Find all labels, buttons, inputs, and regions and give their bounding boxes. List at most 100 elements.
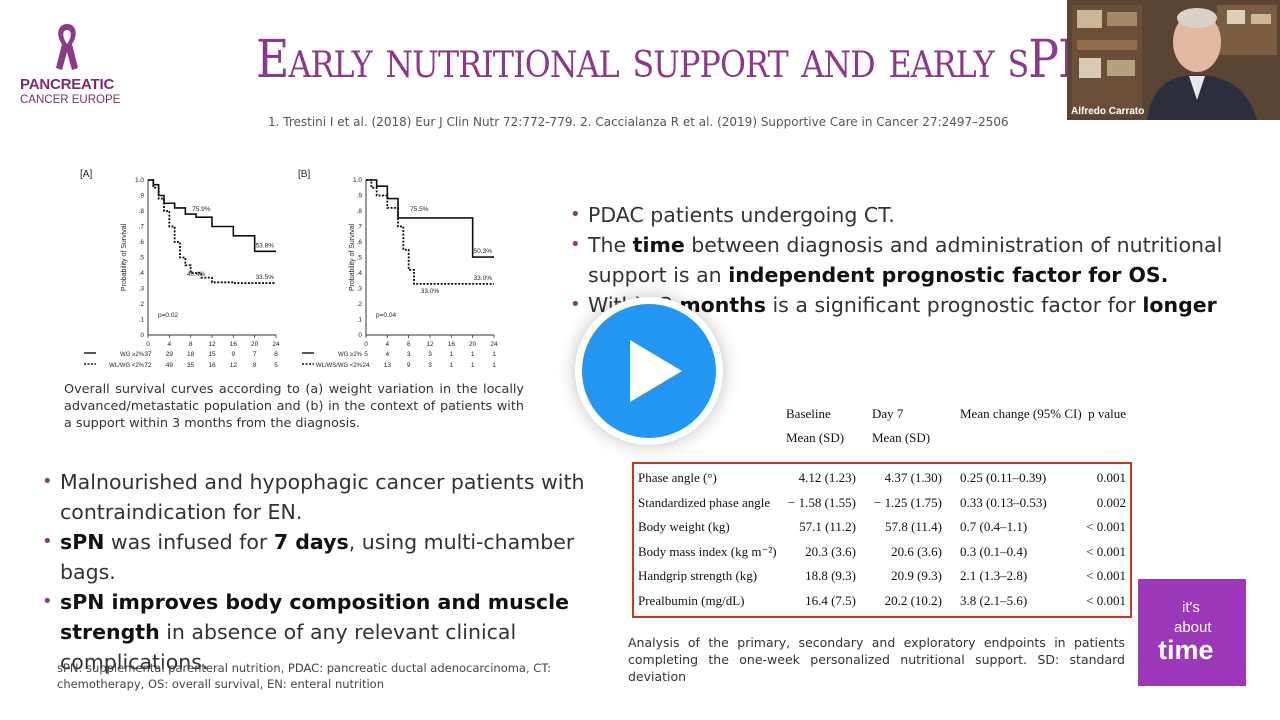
x-tick-label: 4	[168, 341, 172, 348]
curve-end-label: 33.0%	[474, 275, 493, 282]
table-cell: Body weight (kg)	[638, 519, 730, 534]
x-tick-label: 20	[251, 341, 259, 348]
risk-count: 1	[450, 351, 454, 358]
curve-end-label: 50.3%	[474, 248, 493, 255]
risk-count: 5	[364, 351, 368, 358]
survival-curve-dotted	[366, 179, 494, 285]
risk-count: 3	[428, 362, 432, 369]
x-tick-label: 20	[469, 341, 477, 348]
table-cell: < 0.001	[1086, 519, 1126, 534]
survival-curve-solid	[148, 179, 276, 253]
survival-chart-a: [A] 1.0 .9 .8 .7 .6 .5 .4 .3 .2 .1 00 4 8 12 16 20 24 Prob…	[80, 169, 280, 369]
y-tick-label: 0	[358, 332, 362, 339]
table-header: Day 7	[872, 406, 904, 421]
survival-curve-dotted	[148, 179, 276, 284]
table-cell: 57.1 (11.2)	[799, 519, 856, 534]
table-cell: 4.12 (1.23)	[798, 470, 856, 485]
table-cell: Phase angle (°)	[638, 470, 717, 485]
y-tick-label: .7	[139, 224, 145, 231]
risk-count: 3	[428, 351, 432, 358]
risk-count: 29	[166, 351, 174, 358]
table-cell: − 1.25 (1.75)	[874, 494, 942, 510]
table-cell: 3.8 (2.1–5.6)	[960, 592, 1028, 608]
risk-count: 1	[471, 351, 475, 358]
table-cell: 0.002	[1096, 494, 1126, 510]
table-cell: < 0.001	[1086, 592, 1126, 608]
y-tick-label: .6	[139, 239, 145, 246]
logo-text-line1: PANCREATIC	[20, 76, 115, 93]
table-cell: Body mass index (kg m⁻²)	[638, 543, 777, 559]
y-tick-label: .7	[357, 224, 363, 231]
table-cell: 20.6 (3.6)	[891, 543, 942, 559]
endpoints-table: Baseline Mean (SD) Day 7 Mean (SD) Mean chan…	[632, 400, 1132, 618]
y-tick-label: 1.0	[135, 177, 144, 184]
x-tick-label: 12	[426, 341, 434, 348]
y-tick-label: .9	[357, 193, 363, 200]
webcam-video	[1067, 0, 1280, 120]
y-axis-label: Probability of Survival	[121, 223, 128, 291]
table-header: Mean change (95% CI)	[960, 406, 1082, 421]
risk-count: 24	[362, 362, 370, 369]
risk-count: 16	[208, 362, 216, 369]
table-cell: 18.8 (9.3)	[805, 568, 856, 583]
curve-mid-label: 75.9%	[192, 206, 211, 213]
risk-count: 1	[471, 362, 475, 369]
table-cell: 57.8 (11.4)	[885, 519, 942, 534]
p-value-label: p=0.02	[158, 312, 178, 319]
badge-line1: it's	[1182, 599, 1200, 616]
x-tick-label: 12	[208, 341, 216, 348]
play-icon	[630, 340, 682, 402]
right-bullet: PDAC patients undergoing CT.	[570, 200, 1250, 230]
table-cell: Standardized phase angle	[638, 494, 771, 510]
risk-count: 1	[492, 351, 496, 358]
risk-count: 49	[166, 362, 174, 369]
play-button[interactable]	[575, 297, 723, 445]
y-tick-label: .3	[139, 286, 145, 293]
figure-caption: Overall survival curves according to (a)…	[64, 382, 524, 431]
risk-count: 4	[386, 351, 390, 358]
y-tick-label: .3	[357, 286, 363, 293]
risk-count: 3	[407, 351, 411, 358]
x-tick-label: 8	[189, 341, 193, 348]
x-tick-label: 24	[272, 341, 280, 348]
risk-count: 12	[230, 362, 238, 369]
x-tick-label: 0	[364, 341, 368, 348]
risk-count: 13	[384, 362, 392, 369]
table-cell: 4.37 (1.30)	[884, 470, 942, 485]
x-tick-label: 16	[230, 341, 238, 348]
curve-mid-label: 40.4%	[187, 271, 206, 278]
abbreviations-footnote: sPN: supplemental parenteral nutrition, …	[57, 661, 551, 691]
p-value-label: p=0.04	[376, 312, 396, 319]
table-cell: 20.9 (9.3)	[891, 568, 942, 583]
y-tick-label: 0	[140, 332, 144, 339]
risk-count: 1	[450, 362, 454, 369]
table-header-sub: Mean (SD)	[786, 430, 845, 445]
risk-row-label: WL/WG <2%	[109, 363, 145, 369]
y-tick-label: .5	[139, 255, 145, 262]
survival-chart-b: [B] 1.0 .9 .8 .7 .6 .5 .4 .3 .2 .1 00 4 8 12 16 20 24 Prob…	[298, 169, 498, 369]
table-header: p value	[1088, 406, 1126, 421]
table-highlight-box	[632, 462, 1132, 618]
table-cell: 20.2 (10.2)	[884, 592, 942, 608]
table-cell: 0.7 (0.4–1.1)	[960, 519, 1028, 534]
chart-panel-label: [A]	[80, 169, 92, 180]
table-cell: Handgrip strength (kg)	[638, 568, 758, 583]
references: 1. Trestini I et al. (2018) Eur J Clin N…	[268, 115, 1009, 129]
y-tick-label: .1	[139, 317, 145, 324]
left-bullet: Malnourished and hypophagic cancer patie…	[42, 467, 627, 527]
y-axis-label: Probability of Survival	[349, 223, 356, 291]
speaker-name: Alfredo Carrato	[1071, 106, 1145, 117]
table-cell: Prealbumin (mg/dL)	[638, 592, 745, 608]
y-tick-label: .4	[139, 270, 145, 277]
x-tick-label: 24	[490, 341, 498, 348]
risk-count: 9	[232, 351, 236, 358]
badge-line2: about	[1174, 619, 1212, 636]
table-cell: < 0.001	[1086, 568, 1126, 583]
survival-curve-solid	[366, 179, 494, 258]
table-caption: Analysis of the primary, secondary and e…	[628, 635, 1125, 684]
y-tick-label: .9	[139, 193, 145, 200]
table-cell: < 0.001	[1086, 543, 1126, 559]
x-tick-label: 4	[386, 341, 390, 348]
speaker-webcam: Alfredo Carrato	[1067, 0, 1280, 120]
table-cell: 2.1 (1.3–2.8)	[960, 568, 1028, 583]
